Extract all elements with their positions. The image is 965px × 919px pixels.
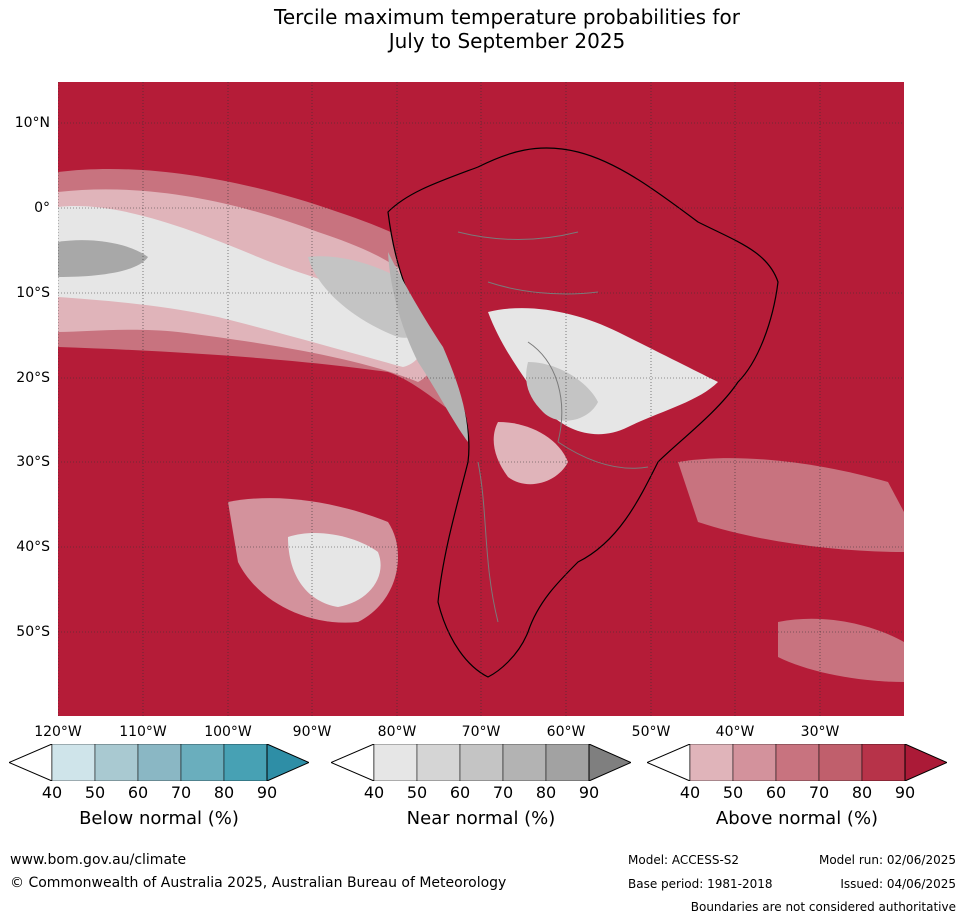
- footer-disclaimer: Boundaries are not considered authoritat…: [690, 900, 956, 914]
- lon-label-110w: 110°W: [119, 724, 167, 740]
- map-svg: [58, 82, 904, 716]
- tick: 80: [851, 783, 873, 802]
- graticule: [58, 82, 904, 716]
- tick: 70: [808, 783, 830, 802]
- probability-map: [58, 82, 904, 716]
- lat-label-40s: 40°S: [16, 539, 50, 555]
- lon-label-120w: 120°W: [34, 724, 82, 740]
- lon-label-60w: 60°W: [546, 724, 586, 740]
- lat-label-20s: 20°S: [16, 370, 50, 386]
- colorbar-label-near: Near normal (%): [406, 808, 556, 829]
- footer-copyright: © Commonwealth of Australia 2025, Austra…: [10, 875, 507, 891]
- cb-near-arrow-high: [588, 744, 631, 781]
- atlantic-moderate-2: [778, 618, 904, 682]
- pacific-near-normal-band: [58, 206, 423, 367]
- interior-pink: [493, 422, 568, 485]
- tick: 40: [363, 783, 385, 802]
- lon-label-40w: 40°W: [715, 724, 755, 740]
- tick: 60: [449, 783, 471, 802]
- lat-label-50s: 50°S: [16, 624, 50, 640]
- title-line-1: Tercile maximum temperature probabilitie…: [274, 5, 740, 29]
- cb-near-arrow-low: [331, 744, 375, 781]
- lon-label-70w: 70°W: [461, 724, 501, 740]
- tick: 90: [578, 783, 600, 802]
- lat-label-10s: 10°S: [16, 285, 50, 301]
- colorbar-label-above: Above normal (%): [715, 808, 879, 829]
- lat-label-30s: 30°S: [16, 454, 50, 470]
- pacific-grey-patch: [58, 240, 148, 277]
- tick: 50: [84, 783, 106, 802]
- tick: 60: [765, 783, 787, 802]
- country-borders: [457, 231, 649, 623]
- tick: 80: [213, 783, 235, 802]
- tick: 40: [679, 783, 701, 802]
- footer-model-run: Model run: 02/06/2025: [818, 853, 956, 867]
- cb-below-arrow-high: [266, 744, 309, 781]
- cb-below-arrow-low: [9, 744, 53, 781]
- cb-above-arrow-low: [647, 744, 691, 781]
- tick: 70: [170, 783, 192, 802]
- tick: 90: [256, 783, 278, 802]
- tick: 50: [406, 783, 428, 802]
- lon-label-30w: 30°W: [800, 724, 840, 740]
- lon-label-80w: 80°W: [377, 724, 417, 740]
- tick: 40: [41, 783, 63, 802]
- colorbar-near-normal: [331, 744, 631, 781]
- lon-label-50w: 50°W: [631, 724, 671, 740]
- atlantic-moderate: [678, 458, 904, 552]
- lat-label-0: 0°: [34, 200, 50, 216]
- cb-above-arrow-high: [904, 744, 947, 781]
- tick: 80: [535, 783, 557, 802]
- footer-website: www.bom.gov.au/climate: [10, 852, 187, 868]
- tick: 90: [894, 783, 916, 802]
- interior-grey: [526, 362, 598, 421]
- footer-base-period: Base period: 1981-2018: [628, 877, 773, 891]
- footer-issued: Issued: 04/06/2025: [840, 877, 956, 891]
- lat-label-10n: 10°N: [14, 115, 50, 131]
- tick: 50: [722, 783, 744, 802]
- lon-label-100w: 100°W: [204, 724, 252, 740]
- colorbar-above-normal: [647, 744, 947, 781]
- tick: 70: [492, 783, 514, 802]
- colorbar-label-below: Below normal (%): [79, 808, 239, 829]
- footer-model: Model: ACCESS-S2: [628, 853, 740, 867]
- lon-label-90w: 90°W: [292, 724, 332, 740]
- title-line-2: July to September 2025: [388, 29, 626, 53]
- south-pacific-near-normal: [288, 532, 381, 607]
- map-title: Tercile maximum temperature probabilitie…: [0, 5, 965, 53]
- colorbar-below-normal: [9, 744, 309, 781]
- tick: 60: [127, 783, 149, 802]
- andes-grey: [388, 252, 468, 442]
